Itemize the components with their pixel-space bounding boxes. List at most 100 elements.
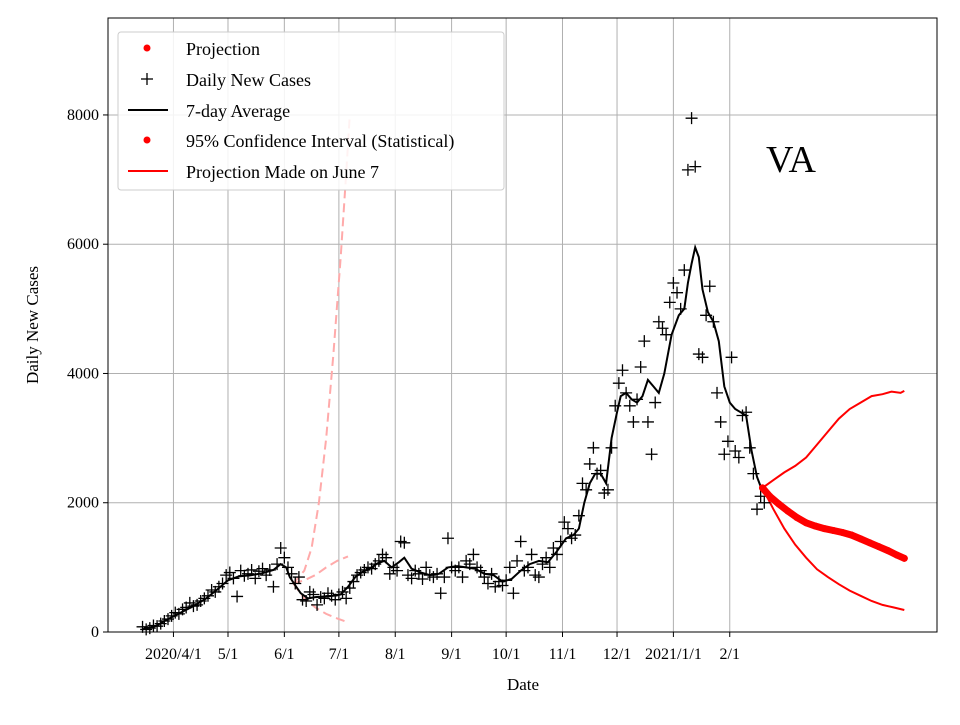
projection-point: [820, 525, 828, 533]
daily-case-marker: [641, 415, 654, 428]
daily-case-marker: [391, 564, 404, 577]
ci-lower-line: [761, 487, 905, 611]
legend-item-projection: Projection: [143, 39, 260, 59]
daily-case-marker: [696, 351, 709, 364]
confidence-interval: [761, 390, 905, 611]
y-tick-label: 6000: [67, 236, 99, 253]
daily-case-marker: [507, 587, 520, 600]
daily-case-marker: [525, 548, 538, 561]
legend-daily-label: Daily New Cases: [186, 70, 311, 90]
daily-case-marker: [572, 509, 585, 522]
x-tick-label: 2020/4/1: [145, 646, 202, 663]
projection-point: [758, 484, 766, 492]
projection-point: [784, 507, 792, 515]
daily-case-marker: [289, 577, 302, 590]
seven-day-average-path: [142, 243, 762, 631]
seven-day-average-line: [142, 243, 762, 631]
daily-case-marker: [652, 315, 665, 328]
x-axis-label: Date: [507, 675, 539, 694]
legend-projection-label: Projection: [186, 39, 260, 59]
daily-case-marker: [623, 399, 636, 412]
projection-point: [838, 528, 846, 536]
june-projection-band: [292, 114, 351, 624]
daily-case-marker: [689, 160, 702, 173]
daily-case-marker: [711, 386, 724, 399]
projection-point: [775, 500, 783, 508]
daily-case-marker: [278, 551, 291, 564]
daily-case-marker: [434, 587, 447, 600]
daily-case-marker: [231, 590, 244, 603]
x-tick-label: 8/1: [385, 646, 405, 663]
projection-point: [811, 522, 819, 530]
daily-case-marker: [616, 364, 629, 377]
daily-case-marker: [681, 163, 694, 176]
projection-point: [802, 519, 810, 527]
daily-case-marker: [383, 567, 396, 580]
y-tick-label: 0: [91, 624, 99, 641]
y-tick-label: 2000: [67, 495, 99, 512]
x-tick-label: 2021/1/1: [645, 646, 702, 663]
projection-point: [884, 547, 892, 555]
daily-case-marker: [601, 483, 614, 496]
x-tick-label: 6/1: [274, 646, 294, 663]
x-tick-label: 2/1: [720, 646, 740, 663]
legend: Projection Daily New Cases 7-day Average…: [117, 31, 505, 191]
daily-case-marker: [638, 335, 651, 348]
daily-case-marker: [456, 571, 469, 584]
daily-case-marker: [678, 264, 691, 277]
legend-average-label: 7-day Average: [186, 101, 290, 121]
projection-point: [766, 492, 774, 500]
daily-case-marker: [438, 571, 451, 584]
daily-case-marker: [634, 361, 647, 374]
daily-case-marker: [754, 490, 767, 503]
daily-case-marker: [747, 467, 760, 480]
daily-case-marker: [307, 588, 320, 601]
daily-case-marker: [667, 276, 680, 289]
projection-point: [829, 527, 837, 535]
daily-case-marker: [561, 522, 574, 535]
legend-item-ci: 95% Confidence Interval (Statistical): [143, 131, 454, 152]
daily-case-marker: [398, 536, 411, 549]
daily-case-marker: [347, 575, 360, 588]
y-tick-label: 4000: [67, 365, 99, 382]
daily-case-marker: [729, 445, 742, 458]
daily-case-marker: [732, 451, 745, 464]
daily-case-marker: [311, 598, 324, 611]
daily-case-marker: [751, 503, 764, 516]
projection-point: [793, 514, 801, 522]
daily-case-marker: [718, 448, 731, 461]
daily-case-marker: [292, 571, 305, 584]
x-tick-label: 5/1: [218, 646, 238, 663]
projection-point: [900, 554, 908, 562]
daily-case-marker: [587, 441, 600, 454]
daily-case-marker: [216, 577, 229, 590]
daily-case-marker: [656, 322, 669, 335]
daily-case-marker: [671, 286, 684, 299]
legend-item-june-projection: Projection Made on June 7: [128, 162, 379, 182]
projection-dense-line: [759, 484, 908, 562]
state-label: VA: [766, 139, 817, 181]
daily-case-marker: [405, 572, 418, 585]
daily-case-marker: [612, 377, 625, 390]
daily-case-marker: [420, 561, 433, 574]
daily-case-marker: [721, 435, 734, 448]
projection-point: [866, 539, 874, 547]
legend-projection-marker: [143, 44, 151, 52]
daily-case-marker: [481, 577, 494, 590]
legend-ci-marker: [143, 136, 151, 144]
daily-case-marker: [467, 548, 480, 561]
daily-case-marker: [511, 554, 524, 567]
daily-case-marker: [583, 457, 596, 470]
legend-box: [117, 31, 505, 191]
x-tick-label: 9/1: [441, 646, 461, 663]
daily-case-marker: [645, 448, 658, 461]
projection-point: [857, 535, 865, 543]
daily-case-marker: [267, 580, 280, 593]
daily-case-marker: [714, 415, 727, 428]
daily-case-marker: [441, 532, 454, 545]
daily-case-marker: [340, 592, 353, 605]
ci-upper-line: [761, 390, 905, 489]
daily-case-marker: [758, 496, 771, 509]
x-tick-label: 7/1: [329, 646, 349, 663]
